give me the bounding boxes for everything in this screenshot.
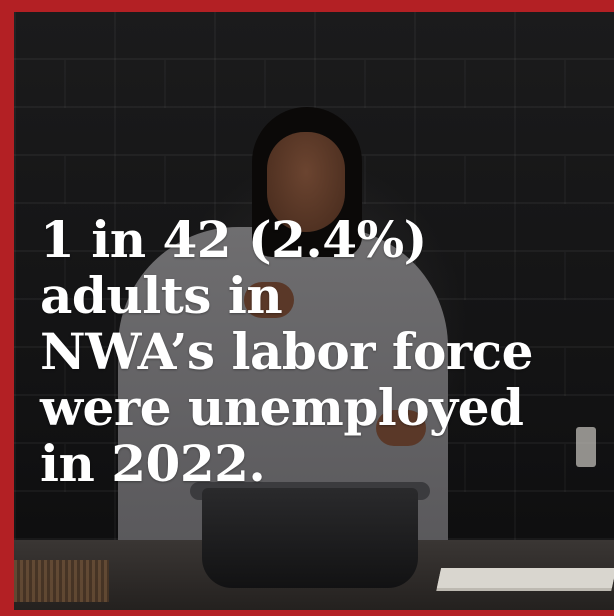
- left-hand: [244, 282, 294, 318]
- headline-line-4: were unemployed: [40, 378, 524, 437]
- right-hand: [376, 410, 426, 446]
- headline-line-2: adults in: [40, 266, 283, 325]
- background-photo: [14, 12, 614, 610]
- headline-line-1: 1 in 42 (2.4%): [40, 210, 427, 269]
- chef-face: [267, 132, 345, 232]
- headline: 1 in 42 (2.4%) adults in NWA’s labor for…: [40, 212, 610, 492]
- cooking-pot: [202, 488, 418, 588]
- headline-line-5: in 2022.: [40, 434, 266, 493]
- wall-outlet: [576, 427, 596, 467]
- headline-line-3: NWA’s labor force: [40, 322, 533, 381]
- wooden-tray: [14, 560, 109, 602]
- paper-sheet: [436, 568, 614, 588]
